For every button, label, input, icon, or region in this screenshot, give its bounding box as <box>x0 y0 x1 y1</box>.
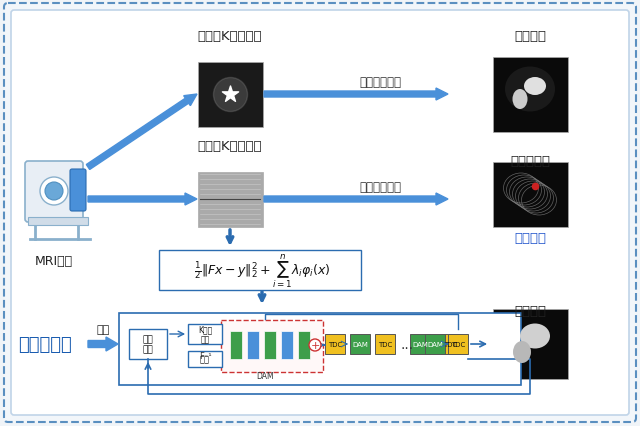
FancyBboxPatch shape <box>350 334 370 354</box>
Text: $\frac{1}{2}\|Fx-y\|_2^2 + \sum_{i=1}^{n}\lambda_i\varphi_i(x)$: $\frac{1}{2}\|Fx-y\|_2^2 + \sum_{i=1}^{n… <box>194 251 330 289</box>
Text: 数据
采集: 数据 采集 <box>143 334 154 354</box>
Text: TDC: TDC <box>451 341 465 347</box>
Text: TDC: TDC <box>378 341 392 347</box>
FancyBboxPatch shape <box>159 250 361 290</box>
Bar <box>493 58 568 132</box>
Bar <box>198 62 262 127</box>
Circle shape <box>309 339 321 351</box>
Ellipse shape <box>513 341 531 363</box>
Text: 逆傅里叶变换: 逆傅里叶变换 <box>359 181 401 194</box>
Polygon shape <box>88 337 118 351</box>
Point <box>225 91 235 98</box>
Text: 重建影像: 重建影像 <box>514 304 546 317</box>
FancyBboxPatch shape <box>28 218 88 225</box>
Circle shape <box>40 178 68 205</box>
Text: DAM: DAM <box>256 371 274 380</box>
Text: ...: ... <box>401 337 413 351</box>
Bar <box>247 331 259 359</box>
Ellipse shape <box>524 78 546 96</box>
FancyBboxPatch shape <box>119 313 521 385</box>
FancyBboxPatch shape <box>448 334 468 354</box>
Polygon shape <box>86 95 197 170</box>
FancyBboxPatch shape <box>375 334 395 354</box>
Bar <box>264 331 276 359</box>
Bar <box>493 309 568 379</box>
Text: K空间
数据: K空间 数据 <box>198 325 212 344</box>
Text: 影像: 影像 <box>200 355 210 364</box>
Text: DAM: DAM <box>352 341 368 347</box>
FancyBboxPatch shape <box>129 329 167 359</box>
Bar <box>198 172 262 227</box>
Bar <box>298 331 310 359</box>
Ellipse shape <box>520 324 550 349</box>
Circle shape <box>45 183 63 201</box>
FancyBboxPatch shape <box>188 324 222 344</box>
Polygon shape <box>88 193 197 205</box>
FancyBboxPatch shape <box>425 334 445 354</box>
Polygon shape <box>264 89 448 101</box>
Text: TDC: TDC <box>328 341 342 347</box>
FancyBboxPatch shape <box>25 161 83 222</box>
Text: 欠采样影像: 欠采样影像 <box>510 155 550 167</box>
Bar <box>493 162 568 227</box>
Ellipse shape <box>505 67 555 112</box>
FancyBboxPatch shape <box>11 11 629 415</box>
FancyBboxPatch shape <box>188 351 222 367</box>
Text: 多目标方法: 多目标方法 <box>18 335 72 353</box>
FancyBboxPatch shape <box>410 334 430 354</box>
Point <box>225 91 235 98</box>
Text: TDC: TDC <box>443 341 457 347</box>
FancyBboxPatch shape <box>4 4 636 422</box>
Text: +: + <box>310 340 320 350</box>
Text: 逆傅里叶变换: 逆傅里叶变换 <box>359 75 401 88</box>
Polygon shape <box>264 193 448 205</box>
Bar <box>230 331 242 359</box>
Text: DAM: DAM <box>412 341 428 347</box>
Text: 欠采样K空间数据: 欠采样K空间数据 <box>198 140 262 153</box>
Text: 混叠问题: 混叠问题 <box>514 231 546 245</box>
FancyBboxPatch shape <box>325 334 345 354</box>
Ellipse shape <box>513 90 527 110</box>
FancyBboxPatch shape <box>70 170 86 211</box>
Point <box>530 183 540 190</box>
Text: 优化: 优化 <box>97 324 109 334</box>
FancyBboxPatch shape <box>221 320 323 372</box>
Text: 清晰影像: 清晰影像 <box>514 30 546 43</box>
Text: MRI扫描: MRI扫描 <box>35 254 73 268</box>
Bar <box>281 331 293 359</box>
FancyBboxPatch shape <box>440 334 460 354</box>
Text: DAM: DAM <box>427 341 443 347</box>
Text: 全采样K空间数据: 全采样K空间数据 <box>198 30 262 43</box>
Text: F⁻¹: F⁻¹ <box>198 351 211 360</box>
